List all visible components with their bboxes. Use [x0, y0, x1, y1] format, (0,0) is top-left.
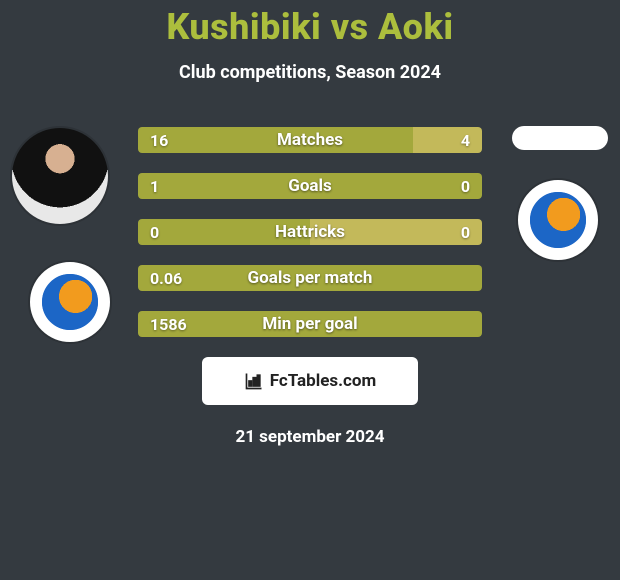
stat-bar-left-segment: [138, 265, 482, 291]
stat-bar-row: Hattricks00: [138, 219, 482, 245]
team-left-crest: [28, 260, 112, 344]
footer-date: 21 september 2024: [0, 427, 620, 447]
brand-label: FcTables.com: [270, 371, 376, 391]
stat-bar-row: Goals per match0.06: [138, 265, 482, 291]
stat-bar-left-segment: [138, 311, 482, 337]
team-right-crest: [516, 178, 600, 262]
brand-badge: FcTables.com: [202, 357, 418, 405]
stat-bar-left-segment: [138, 219, 310, 245]
chart-icon: [244, 371, 264, 391]
player-left-avatar: [10, 126, 110, 226]
comparison-card: Kushibiki vs Aoki Club competitions, Sea…: [0, 0, 620, 580]
stat-bar-row: Min per goal1586: [138, 311, 482, 337]
stat-bar-left-segment: [138, 127, 413, 153]
stat-bar-right-segment: [310, 219, 482, 245]
page-subtitle: Club competitions, Season 2024: [0, 62, 620, 83]
page-title: Kushibiki vs Aoki: [0, 0, 620, 48]
stat-bar-left-segment: [138, 173, 482, 199]
crest-icon: [530, 192, 586, 248]
stat-bar-right-segment: [413, 127, 482, 153]
player-right-avatar: [512, 126, 608, 150]
stat-bar-row: Matches164: [138, 127, 482, 153]
stat-bar-row: Goals10: [138, 173, 482, 199]
crest-icon: [42, 274, 98, 330]
stat-bars: Matches164 Goals10 Hattricks00 Goals per ma…: [138, 127, 482, 337]
